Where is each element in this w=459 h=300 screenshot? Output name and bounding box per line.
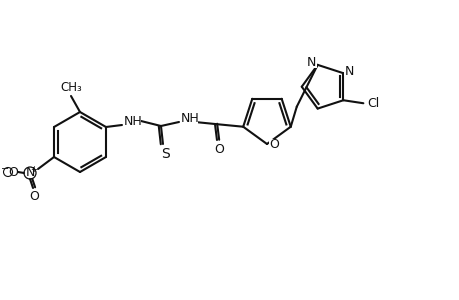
FancyBboxPatch shape — [306, 58, 316, 68]
FancyBboxPatch shape — [269, 139, 278, 149]
Text: −: − — [1, 164, 9, 174]
Text: O: O — [269, 137, 278, 151]
Text: O: O — [8, 166, 18, 178]
Text: O: O — [29, 190, 39, 203]
Text: N: N — [25, 167, 34, 179]
Text: S: S — [161, 147, 170, 161]
FancyBboxPatch shape — [364, 98, 381, 108]
Text: +: + — [30, 164, 37, 173]
FancyBboxPatch shape — [60, 82, 82, 92]
FancyBboxPatch shape — [125, 116, 140, 127]
Text: N: N — [306, 56, 316, 69]
Text: O: O — [213, 142, 224, 155]
FancyBboxPatch shape — [344, 66, 353, 76]
FancyBboxPatch shape — [26, 169, 34, 178]
Text: Cl: Cl — [366, 97, 379, 110]
Text: NH: NH — [180, 112, 199, 124]
FancyBboxPatch shape — [29, 193, 39, 202]
Text: CH₃: CH₃ — [60, 80, 82, 94]
FancyBboxPatch shape — [161, 148, 171, 160]
Text: N: N — [344, 65, 353, 78]
Text: NH: NH — [123, 115, 142, 128]
FancyBboxPatch shape — [214, 145, 223, 154]
FancyBboxPatch shape — [9, 167, 17, 176]
FancyBboxPatch shape — [182, 112, 197, 124]
